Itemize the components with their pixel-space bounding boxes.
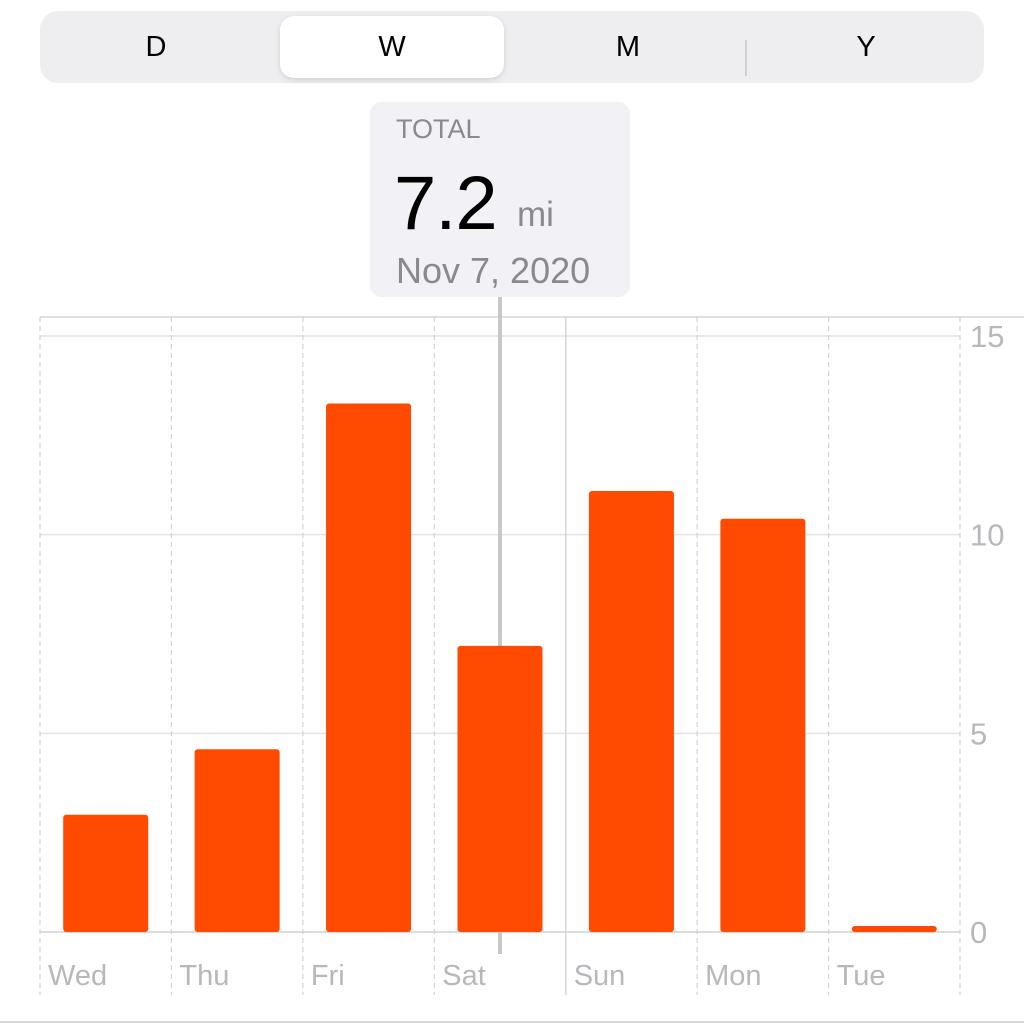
bar-wed[interactable] [63, 814, 149, 932]
x-tick-label: Mon [705, 960, 761, 992]
segment-week[interactable]: W [280, 16, 504, 78]
y-tick-label: 0 [970, 915, 987, 950]
tooltip-unit: mi [517, 195, 554, 234]
segment-month[interactable]: M [615, 30, 641, 63]
tooltip-label: TOTAL [396, 114, 481, 144]
bar-sun[interactable] [588, 490, 674, 932]
segment-year[interactable]: Y [856, 30, 876, 63]
bar-thu[interactable] [194, 749, 280, 932]
y-tick-label: 15 [970, 319, 1004, 354]
x-tick-label: Wed [48, 960, 107, 992]
time-range-segmented-control: D W M Y [40, 11, 984, 83]
tooltip-value: 7.2 [394, 161, 498, 246]
x-tick-label: Sat [442, 960, 486, 992]
bar-fri[interactable] [326, 403, 412, 933]
bottom-divider [0, 1021, 1024, 1023]
x-tick-label: Thu [179, 960, 229, 992]
segment-day[interactable]: D [145, 30, 167, 63]
x-tick-label: Tue [837, 960, 886, 992]
bar-mon[interactable] [720, 518, 806, 932]
selection-tooltip: TOTAL 7.2 mi Nov 7, 2020 [370, 102, 630, 297]
bar-tue[interactable] [851, 926, 937, 932]
bar-sat[interactable] [457, 645, 543, 932]
y-tick-label: 10 [970, 518, 1004, 553]
x-tick-label: Sun [574, 960, 626, 992]
x-tick-label: Fri [311, 960, 345, 992]
y-tick-label: 5 [970, 716, 987, 751]
segment-divider [745, 40, 747, 76]
tooltip-date: Nov 7, 2020 [396, 250, 591, 291]
